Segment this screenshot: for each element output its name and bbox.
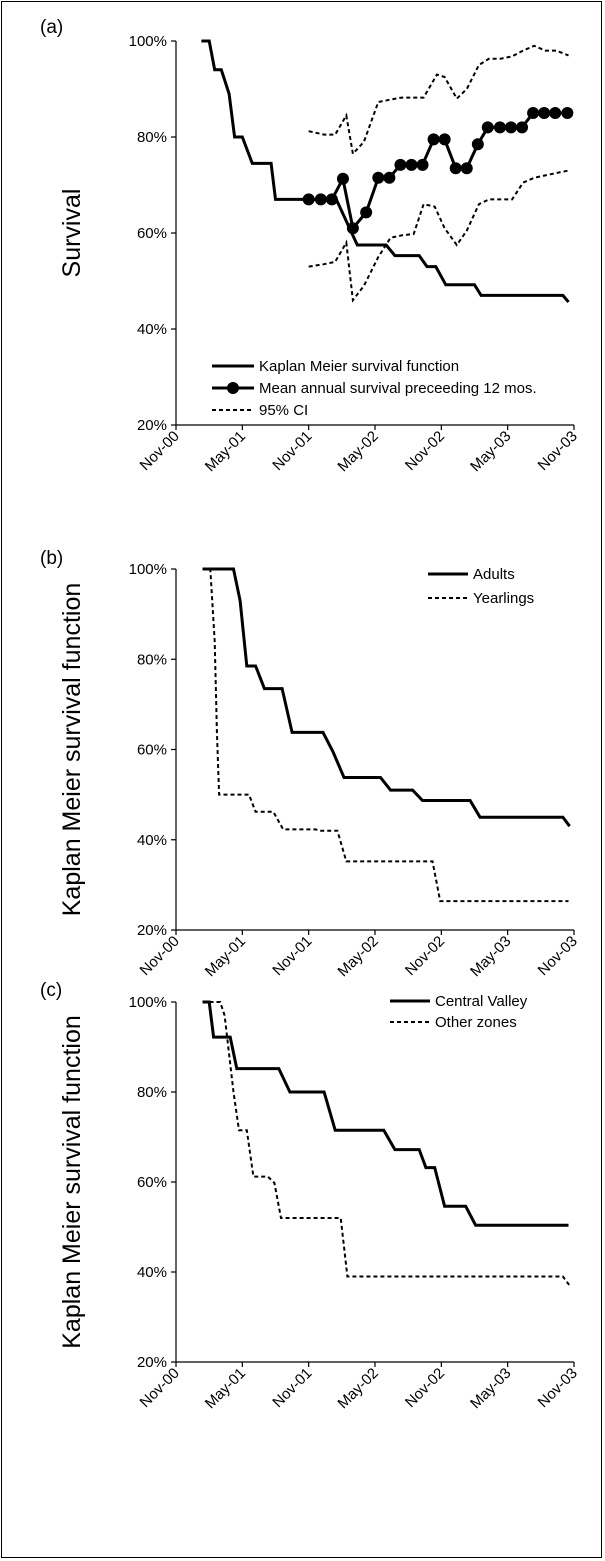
y-tick-label: 80% [137, 1084, 167, 1101]
y-tick-label: 100% [129, 561, 167, 578]
y-tick-label: 40% [137, 832, 167, 849]
data-point-marker [427, 133, 440, 146]
data-point-marker [383, 171, 396, 184]
series-line-yearlings [202, 568, 569, 903]
x-tick-label: Nov-00 [137, 428, 183, 474]
x-tick-label: Nov-03 [535, 933, 581, 979]
data-point-marker [527, 107, 540, 119]
data-point-marker [346, 222, 359, 235]
series-line-adults [202, 567, 571, 828]
chart-panel-b: (b) Kaplan Meier survival function 20% 40% 6… [40, 548, 581, 980]
panel-label: (a) [40, 17, 63, 38]
x-tick-label: May-03 [467, 933, 514, 980]
x-tick-label: Nov-02 [402, 1365, 448, 1411]
data-point-marker [561, 107, 574, 119]
x-tick-label: May-03 [467, 1365, 514, 1412]
data-point-marker [302, 193, 315, 206]
data-point-marker [314, 193, 327, 206]
x-tick-label: May-02 [334, 428, 381, 475]
data-point-marker [360, 206, 373, 219]
y-tick-label: 20% [137, 1354, 167, 1371]
panel-label: (b) [40, 548, 63, 569]
y-axis-label: Kaplan Meier survival function [58, 583, 86, 917]
data-point-marker [325, 193, 338, 206]
chart-panel-a: (a) Survival 20% 40% 60% 80% 100% Nov-00 May-01 N… [40, 17, 581, 475]
x-tick-label: May-01 [202, 933, 249, 980]
data-point-marker [538, 107, 551, 119]
series-line-other-zones [202, 1001, 571, 1287]
x-tick-label: Nov-00 [137, 1365, 183, 1411]
x-tick-label: May-02 [334, 1365, 381, 1412]
chart-panel-c: (c) Kaplan Meier survival function 20% 40% 6… [40, 980, 581, 1412]
x-tick-label: Nov-03 [535, 1365, 581, 1411]
data-point-marker [336, 172, 349, 185]
data-point-marker [438, 133, 451, 146]
y-tick-label: 60% [137, 1174, 167, 1191]
y-tick-label: 80% [137, 129, 167, 146]
y-tick-label: 80% [137, 651, 167, 668]
x-tick-label: May-02 [334, 933, 381, 980]
x-tick-label: Nov-02 [402, 428, 448, 474]
legend-label: Kaplan Meier survival function [259, 358, 459, 375]
y-tick-label: 60% [137, 742, 167, 759]
y-axis-label: Kaplan Meier survival function [58, 1015, 86, 1349]
y-tick-label: 20% [137, 922, 167, 939]
legend-label: Other zones [435, 1014, 517, 1031]
x-tick-label: May-01 [202, 1365, 249, 1412]
x-tick-label: Nov-01 [269, 1365, 315, 1411]
series-line-central-valley [202, 1000, 569, 1227]
y-tick-label: 20% [137, 417, 167, 434]
y-tick-label: 40% [137, 321, 167, 338]
series-line-ci-lower [308, 169, 569, 303]
x-tick-label: May-03 [467, 428, 514, 475]
legend-label: 95% CI [259, 402, 308, 419]
x-tick-label: Nov-01 [269, 933, 315, 979]
data-point-marker [372, 171, 385, 184]
data-point-marker [449, 162, 462, 175]
y-tick-label: 40% [137, 1264, 167, 1281]
data-point-marker [416, 158, 429, 171]
data-point-marker [481, 121, 494, 134]
data-point-marker [405, 158, 418, 171]
series-line-mean-annual-survival-preceeding-12-mos [308, 111, 568, 232]
x-tick-label: Nov-03 [535, 428, 581, 474]
x-tick-label: Nov-00 [137, 933, 183, 979]
y-tick-label: 100% [129, 994, 167, 1011]
data-point-marker [493, 121, 506, 134]
legend-label: Central Valley [435, 993, 528, 1010]
data-point-marker [394, 158, 407, 171]
data-point-marker [549, 107, 562, 119]
legend-label: Adults [473, 566, 515, 583]
data-point-marker [460, 162, 473, 175]
x-tick-label: Nov-01 [269, 428, 315, 474]
panel-label: (c) [40, 980, 62, 1001]
legend-label: Mean annual survival preceeding 12 mos. [259, 380, 537, 397]
data-point-marker [504, 121, 517, 134]
y-tick-label: 60% [137, 225, 167, 242]
x-tick-label: Nov-02 [402, 933, 448, 979]
data-point-marker [471, 138, 484, 151]
legend-label: Yearlings [473, 590, 534, 607]
x-tick-label: May-01 [202, 428, 249, 475]
series-line-kaplan-meier-survival-function [201, 39, 570, 304]
y-axis-label: Survival [58, 189, 86, 278]
data-point-marker [516, 121, 529, 134]
y-tick-label: 100% [129, 33, 167, 50]
legend-marker [227, 382, 239, 394]
